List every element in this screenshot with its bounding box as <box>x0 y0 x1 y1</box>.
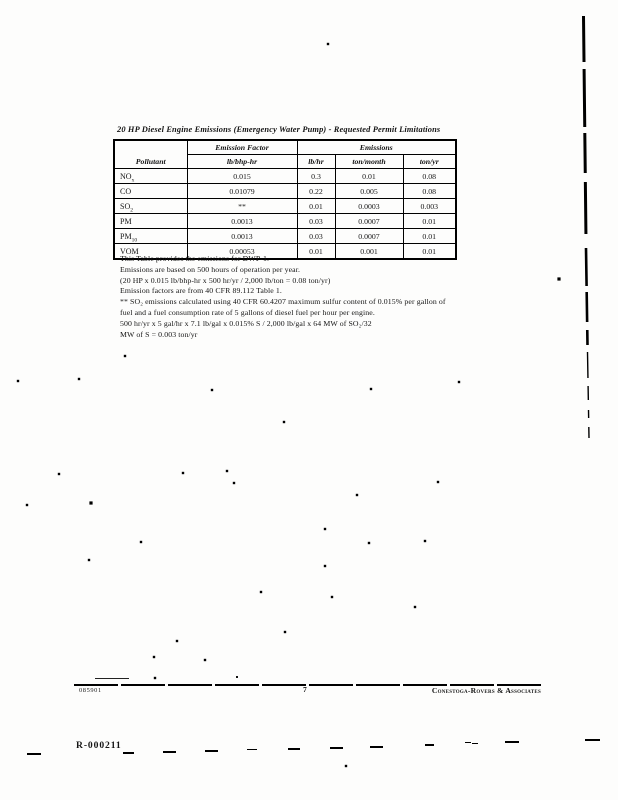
scan-dash <box>425 744 434 746</box>
table-row: NOx 0.015 0.3 0.01 0.08 <box>113 168 457 184</box>
table-row: CO 0.01079 0.22 0.005 0.08 <box>113 183 457 199</box>
scan-dash <box>465 742 471 744</box>
note-line: Emissions are based on 500 hours of oper… <box>120 264 301 274</box>
emission-factor-value: 0.00053 <box>186 243 298 260</box>
ton-month-value: 0.0007 <box>334 213 404 229</box>
ton-month-value: 0.01 <box>334 168 404 184</box>
scan-dash <box>505 741 519 743</box>
scan-dash <box>123 752 134 754</box>
scan-dash <box>472 743 478 745</box>
table-title: 20 HP Diesel Engine Emissions (Emergency… <box>117 125 441 134</box>
ton-month-value: 0.005 <box>334 183 404 199</box>
column-header-pollutant: Pollutant <box>113 139 188 169</box>
table-row: PM10 0.0013 0.03 0.0007 0.01 <box>113 228 457 244</box>
ton-yr-value: 0.08 <box>402 168 457 184</box>
lb-hr-value: 0.01 <box>296 198 336 214</box>
scan-dash <box>27 753 41 755</box>
ton-yr-value: 0.01 <box>402 228 457 244</box>
ton-yr-value: 0.08 <box>402 183 457 199</box>
note-line: This Table provides the emissions for DW… <box>120 254 270 263</box>
pollutant-name: PM <box>113 213 188 229</box>
note-line: ** SO₂ emissions calculated using 40 CFR… <box>120 297 446 307</box>
emission-factor-value: 0.0013 <box>186 213 298 229</box>
ton-yr-value: 0.01 <box>402 243 457 260</box>
footer-company-name: Conestoga-Rovers & Associates <box>431 686 541 695</box>
footer-dot-artifact <box>236 676 238 678</box>
footer-rule <box>74 684 542 686</box>
scan-dash <box>585 739 600 741</box>
scan-dash <box>370 746 383 748</box>
column-header-lb-hr: lb/hr <box>296 154 336 169</box>
ton-month-value: 0.001 <box>334 243 404 260</box>
table-unit-header-row: lb/bhp-hr lb/hr ton/month ton/yr <box>114 154 457 169</box>
pollutant-name: CO <box>113 183 188 199</box>
lb-hr-value: 0.22 <box>296 183 336 199</box>
footer-doc-number: 085901 <box>79 687 102 694</box>
emission-factor-value: 0.015 <box>186 168 298 184</box>
table-group-header-row: Pollutant Emission Factor Emissions <box>113 139 457 169</box>
lb-hr-value: 0.01 <box>296 243 336 260</box>
note-line: fuel and a fuel consumption rate of 5 ga… <box>120 307 375 317</box>
emission-factor-value: 0.0013 <box>186 228 298 244</box>
scan-dash <box>205 750 218 752</box>
group-header-emissions: Emissions <box>296 139 457 155</box>
ton-month-value: 0.0003 <box>334 198 404 214</box>
lb-hr-value: 0.03 <box>296 228 336 244</box>
note-line: 500 hr/yr x 5 gal/hr x 7.1 lb/gal x 0.01… <box>120 318 372 328</box>
scan-dash <box>330 747 343 749</box>
note-line: Emission factors are from 40 CFR 89.112 … <box>120 286 282 296</box>
ton-month-value: 0.0007 <box>334 228 404 244</box>
lb-hr-value: 0.3 <box>296 168 336 184</box>
scan-speckles <box>0 0 2 2</box>
table-row: VOM 0.00053 0.01 0.001 0.01 <box>113 243 457 260</box>
note-line: MW of S = 0.003 ton/yr <box>120 329 198 339</box>
scan-dash <box>288 748 300 750</box>
emission-factor-value: 0.01079 <box>186 183 298 199</box>
pollutant-name: SO2 <box>113 198 188 214</box>
scan-dash <box>247 749 257 751</box>
scan-dash <box>163 751 176 753</box>
column-header-ton-month: ton/month <box>334 154 404 169</box>
table-notes: This Table provides the emissions for DW… <box>120 254 446 340</box>
table-row: PM 0.0013 0.03 0.0007 0.01 <box>113 213 457 229</box>
pollutant-name: NOx <box>113 168 188 184</box>
emissions-table: Pollutant Emission Factor Emissions lb/b… <box>113 139 457 260</box>
footer-page-number: 7 <box>303 685 307 694</box>
emission-factor-value: ** <box>186 198 298 214</box>
ton-yr-value: 0.01 <box>402 213 457 229</box>
bates-stamp: R-000211 <box>76 740 122 751</box>
column-header-ton-yr: ton/yr <box>402 154 457 169</box>
table-row: SO2 ** 0.01 0.0003 0.003 <box>113 198 457 214</box>
footer-rule-artifact <box>95 678 129 679</box>
emissions-table-body: NOx 0.015 0.3 0.01 0.08 CO 0.01079 0.22 … <box>113 168 457 260</box>
ton-yr-value: 0.003 <box>402 198 457 214</box>
column-header-ef-unit: lb/bhp-hr <box>186 154 298 169</box>
pollutant-name: PM10 <box>113 228 188 244</box>
note-line: (20 HP x 0.015 lb/bhp-hr x 500 hr/yr / 2… <box>120 275 331 285</box>
lb-hr-value: 0.03 <box>296 213 336 229</box>
group-header-emission-factor: Emission Factor <box>186 139 298 155</box>
